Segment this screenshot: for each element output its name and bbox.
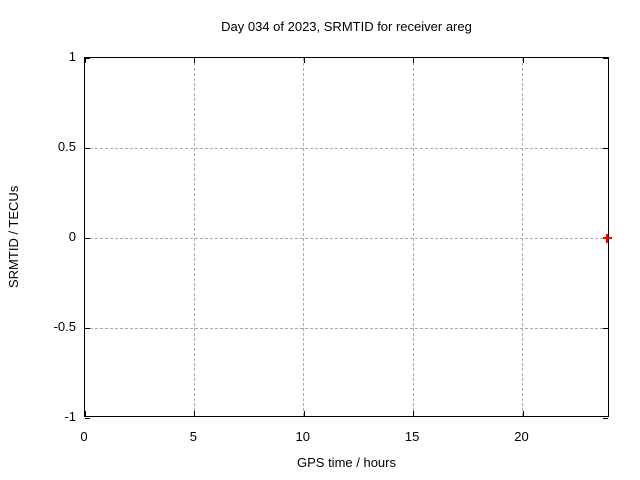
y-tick-mark-right xyxy=(603,418,608,419)
gridline-vertical xyxy=(303,58,305,416)
x-tick-mark-top xyxy=(413,58,415,63)
x-tick-mark-bottom xyxy=(194,411,196,416)
x-tick-mark-bottom xyxy=(522,411,524,416)
x-axis-label: GPS time / hours xyxy=(297,455,396,470)
y-tick-mark-left xyxy=(85,238,90,239)
y-tick-label: 1 xyxy=(68,49,76,64)
y-tick-label: 0 xyxy=(68,229,76,244)
x-tick-mark-top xyxy=(303,58,305,63)
y-tick-mark-right xyxy=(603,58,608,59)
gridline-vertical xyxy=(193,58,195,416)
x-tick-mark-top xyxy=(85,58,86,63)
y-tick-mark-left xyxy=(85,58,90,59)
x-tick-label: 0 xyxy=(80,429,88,444)
x-tick-label: 15 xyxy=(404,429,420,444)
x-tick-mark-top xyxy=(194,58,196,63)
gridline-vertical xyxy=(522,58,523,416)
plot-area xyxy=(84,57,612,419)
x-tick-mark-bottom xyxy=(303,411,305,416)
y-tick-label: -1 xyxy=(64,409,76,424)
gridline-horizontal xyxy=(85,327,608,329)
chart-title: Day 034 of 2023, SRMTID for receiver are… xyxy=(221,19,472,34)
y-tick-label: -0.5 xyxy=(53,319,76,334)
x-tick-label: 5 xyxy=(189,429,197,444)
y-tick-mark-left xyxy=(85,418,90,419)
gridline-horizontal xyxy=(85,237,608,239)
x-tick-label: 20 xyxy=(514,429,529,444)
x-tick-label: 10 xyxy=(295,429,310,444)
gridline-vertical xyxy=(412,58,414,416)
x-tick-mark-bottom xyxy=(413,411,415,416)
y-tick-mark-right xyxy=(603,328,608,329)
gridline-horizontal xyxy=(85,147,608,149)
x-tick-mark-top xyxy=(522,58,524,63)
y-tick-mark-left xyxy=(85,148,90,149)
x-tick-mark-bottom xyxy=(85,411,86,416)
y-tick-mark-right xyxy=(603,148,608,149)
data-point-marker xyxy=(602,233,612,243)
y-tick-label: 0.5 xyxy=(57,139,76,154)
y-tick-mark-left xyxy=(85,328,90,329)
